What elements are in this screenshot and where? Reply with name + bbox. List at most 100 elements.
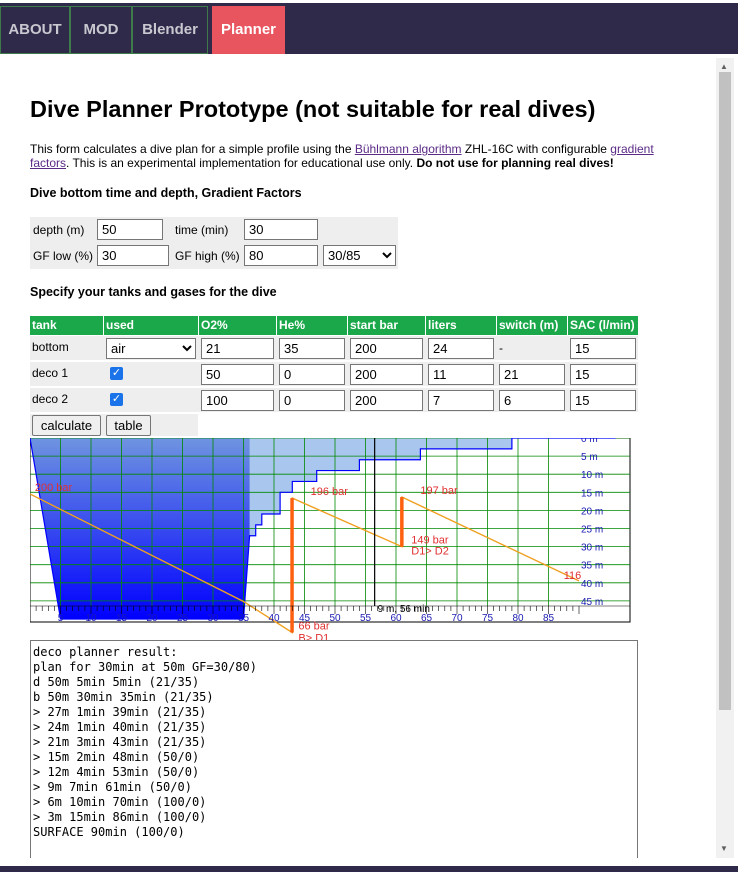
plan-line: > 27m 1min 39min (21/35) bbox=[33, 705, 207, 719]
gas-pressure-label: 116 bbox=[564, 570, 582, 582]
time-tick-label: 75 bbox=[482, 613, 494, 624]
start-bar-input[interactable] bbox=[350, 364, 423, 385]
intro-warning: Do not use for planning real dives! bbox=[416, 156, 614, 170]
bottom-gas-select[interactable]: air bbox=[106, 338, 196, 359]
time-tick-label: 80 bbox=[512, 613, 524, 624]
sac-input[interactable] bbox=[570, 338, 636, 359]
he-input[interactable] bbox=[279, 338, 345, 359]
switch-value: - bbox=[499, 341, 503, 355]
depth-tick-label: 40 m bbox=[581, 579, 603, 590]
intro-paragraph: This form calculates a dive plan for a s… bbox=[30, 142, 670, 170]
gas-switch-bar bbox=[290, 498, 294, 633]
sac-input[interactable] bbox=[570, 364, 636, 385]
gas-pressure-label: 196 bar bbox=[311, 486, 349, 498]
plan-line: > 21m 3min 43min (21/35) bbox=[33, 735, 207, 749]
depth-tick-label: 25 m bbox=[581, 525, 603, 536]
switch-input[interactable] bbox=[499, 364, 565, 385]
gf-high-input[interactable] bbox=[244, 245, 318, 266]
time-tick-label: 65 bbox=[421, 613, 433, 624]
plan-line: > 6m 10min 70min (100/0) bbox=[33, 795, 207, 809]
depth-tick-label: 15 m bbox=[581, 488, 603, 499]
he-input[interactable] bbox=[279, 364, 345, 385]
tab-blender[interactable]: Blender bbox=[132, 6, 208, 54]
o2-input[interactable] bbox=[201, 364, 274, 385]
gas-pressure-label: 66 bar bbox=[298, 621, 330, 633]
o2-input[interactable] bbox=[201, 390, 274, 411]
plan-line: > 24m 1min 40min (21/35) bbox=[33, 720, 207, 734]
intro-text-3: . This is an experimental implementation… bbox=[66, 156, 417, 170]
gas-pressure-label: 197 bar bbox=[420, 485, 458, 497]
plan-output[interactable]: deco planner result: plan for 30min at 50… bbox=[30, 640, 638, 858]
time-tick-label: 20 bbox=[146, 613, 158, 624]
gas-pressure-line bbox=[30, 493, 580, 634]
buhlmann-link[interactable]: Bühlmann algorithm bbox=[354, 142, 462, 156]
scroll-down-arrow-icon[interactable]: ▼ bbox=[720, 844, 728, 853]
liters-input[interactable] bbox=[428, 390, 494, 411]
table-button[interactable]: table bbox=[106, 415, 151, 436]
intro-text-1: This form calculates a dive plan for a s… bbox=[30, 142, 355, 156]
time-tick-label: 5 bbox=[58, 613, 64, 624]
time-tick-label: 45 bbox=[299, 613, 311, 624]
time-tick-label: 15 bbox=[116, 613, 128, 624]
tab-planner[interactable]: Planner bbox=[212, 6, 285, 54]
calculate-button[interactable]: calculate bbox=[32, 415, 101, 436]
page-scrollbar[interactable]: ▲ ▼ bbox=[716, 58, 734, 858]
col-header-tank: tank bbox=[30, 316, 103, 335]
col-header-o2: O2% bbox=[199, 316, 276, 335]
gradient-factors-link[interactable]: gradient factors bbox=[30, 142, 654, 170]
plan-line: > 9m 7min 61min (50/0) bbox=[33, 780, 192, 794]
col-header-sac: SAC (l/min) bbox=[568, 316, 638, 335]
gas-switch-bar bbox=[400, 497, 404, 547]
depth-input[interactable] bbox=[97, 219, 163, 240]
plan-line: b 50m 30min 35min (21/35) bbox=[33, 690, 214, 704]
plan-line: SURFACE 90min (100/0) bbox=[33, 825, 185, 839]
tanks-section-heading: Specify your tanks and gases for the div… bbox=[30, 285, 277, 299]
he-input[interactable] bbox=[279, 390, 345, 411]
liters-input[interactable] bbox=[428, 364, 494, 385]
scroll-up-arrow-icon[interactable]: ▲ bbox=[720, 62, 728, 71]
sac-input[interactable] bbox=[570, 390, 636, 411]
gf-preset-select[interactable]: 30/85 bbox=[323, 245, 396, 266]
tank-name: deco 2 bbox=[32, 392, 69, 406]
dive-profile-line bbox=[30, 438, 616, 620]
time-tick-label: 40 bbox=[268, 613, 280, 624]
tank-name: bottom bbox=[32, 340, 69, 354]
time-tick-label: 60 bbox=[390, 613, 402, 624]
col-header-used: used bbox=[104, 316, 198, 335]
time-tick-label: 50 bbox=[329, 613, 341, 624]
o2-input[interactable] bbox=[201, 338, 274, 359]
top-nav-bar: ABOUT MOD Blender Planner bbox=[0, 0, 738, 54]
tank-name: deco 1 bbox=[32, 366, 69, 380]
col-header-liters: liters bbox=[426, 316, 496, 335]
depth-tick-label: 0 m bbox=[581, 438, 598, 445]
gf-low-input[interactable] bbox=[97, 245, 169, 266]
depth-tick-label: 35 m bbox=[581, 561, 603, 572]
gf-high-label: GF high (%) bbox=[175, 249, 240, 263]
page-title: Dive Planner Prototype (not suitable for… bbox=[30, 96, 596, 122]
tab-mod[interactable]: MOD bbox=[70, 6, 132, 54]
time-tick-label: 35 bbox=[238, 613, 250, 624]
plan-line: > 15m 2min 48min (50/0) bbox=[33, 750, 200, 764]
col-header-switch: switch (m) bbox=[497, 316, 567, 335]
gas-pressure-label: D1> D2 bbox=[411, 546, 449, 558]
start-bar-input[interactable] bbox=[350, 390, 423, 411]
switch-input[interactable] bbox=[499, 390, 565, 411]
time-input[interactable] bbox=[244, 219, 318, 240]
deco2-used-checkbox[interactable]: ✓ bbox=[110, 393, 123, 406]
col-header-he: He% bbox=[277, 316, 347, 335]
tab-about[interactable]: ABOUT bbox=[0, 6, 70, 54]
gas-pressure-label: B> D1 bbox=[298, 633, 329, 640]
gas-pressure-label: 200 bar bbox=[35, 482, 73, 494]
plan-line: deco planner result: bbox=[33, 645, 178, 659]
depth-tick-label: 10 m bbox=[581, 470, 603, 481]
time-tick-label: 25 bbox=[177, 613, 189, 624]
plan-line: > 3m 15min 86min (100/0) bbox=[33, 810, 207, 824]
time-tick-label: 70 bbox=[451, 613, 463, 624]
scrollbar-thumb[interactable] bbox=[719, 72, 731, 710]
bottom-bar bbox=[0, 866, 738, 872]
liters-input[interactable] bbox=[428, 338, 494, 359]
time-tick-label: 10 bbox=[85, 613, 97, 624]
start-bar-input[interactable] bbox=[350, 338, 423, 359]
deco1-used-checkbox[interactable]: ✓ bbox=[110, 367, 123, 380]
